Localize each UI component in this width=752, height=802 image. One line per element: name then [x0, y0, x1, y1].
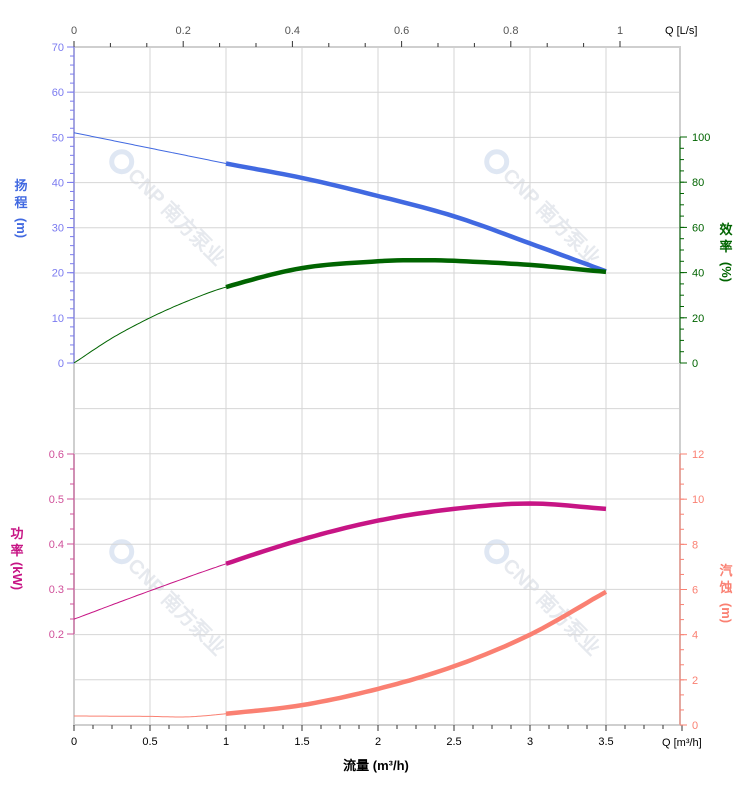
x-top-tick-label: 1 — [617, 25, 623, 37]
head-tick-label: 50 — [52, 132, 64, 144]
head-tick-label: 40 — [52, 177, 64, 189]
npsh-tick-label: 4 — [692, 630, 698, 642]
power-curve-extrapolated — [73, 563, 227, 620]
npsh-tick-label: 10 — [692, 494, 704, 506]
watermark-logo-icon — [109, 149, 135, 175]
watermark-logo: CNP 南方泵业 — [484, 149, 605, 270]
watermark-logo: CNP 南方泵业 — [484, 539, 605, 660]
efficiency-curve-operating — [225, 257, 607, 290]
power-tick-label: 0.3 — [49, 584, 64, 596]
watermark-logo: CNP 南方泵业 — [109, 149, 230, 270]
x-tick-label: 2.5 — [446, 736, 461, 748]
x-tick-label: 1 — [223, 736, 229, 748]
x-tick-label: 3 — [527, 736, 533, 748]
head-axis-title-char: 扬 — [14, 178, 27, 193]
curves — [73, 132, 608, 718]
npsh-tick-label: 0 — [692, 720, 698, 732]
npsh-tick-label: 8 — [692, 539, 698, 551]
power-tick-label: 0.5 — [49, 494, 64, 506]
x-tick-label: 3.5 — [598, 736, 613, 748]
npsh-tick-label: 6 — [692, 585, 698, 597]
power-axis-title-char: 功 — [10, 526, 23, 541]
head-tick-label: 20 — [52, 268, 64, 280]
efficiency-tick-label: 20 — [692, 313, 704, 325]
power-axis-title-char: 率 — [10, 543, 23, 558]
watermark-logo: CNP 南方泵业 — [109, 539, 230, 660]
head-tick-label: 30 — [52, 223, 64, 235]
x-unit-label: Q [m³/h] — [662, 737, 702, 749]
axis-labels: 流量 (m³/h) Q [m³/h] Q [L/s] 扬程(m) 效率(%)功率(… — [10, 25, 734, 773]
npsh-curve-extrapolated — [74, 713, 227, 718]
head-curve-operating — [225, 161, 607, 274]
watermark-text: CNP 南方泵业 — [123, 163, 230, 270]
efficiency-tick-label: 80 — [692, 177, 704, 189]
x-top-tick-label: 0.2 — [176, 25, 191, 37]
x-axis-title: 流量 (m³/h) — [343, 758, 409, 773]
x-top-tick-label: 0.8 — [503, 25, 518, 37]
watermark-text: CNP 南方泵业 — [498, 163, 605, 270]
x-tick-label: 0.5 — [142, 736, 157, 748]
efficiency-tick-label: 60 — [692, 222, 704, 234]
npsh-axis-title-char: 汽 — [719, 563, 732, 578]
x-top-tick-label: 0.6 — [394, 25, 409, 37]
power-axis-unit: (kW) — [10, 562, 25, 590]
head-tick-label: 10 — [52, 313, 64, 325]
head-tick-label: 0 — [58, 358, 64, 370]
head-tick-label: 70 — [52, 42, 64, 54]
x-tick-label: 0 — [71, 736, 77, 748]
efficiency-axis-title-char: 率 — [719, 239, 732, 254]
power-tick-label: 0.2 — [49, 629, 64, 641]
head-axis-title-char: 程 — [14, 195, 27, 210]
watermark-logo-icon — [484, 149, 510, 175]
plot-frame — [73, 46, 681, 726]
power-tick-label: 0.4 — [49, 539, 64, 551]
npsh-tick-label: 12 — [692, 449, 704, 461]
efficiency-curve-extrapolated — [73, 286, 227, 364]
npsh-curve-operating — [225, 589, 608, 716]
x-tick-label: 2 — [375, 736, 381, 748]
efficiency-axis-title-char: 效 — [719, 222, 733, 237]
grid — [73, 46, 681, 726]
power-curve-operating — [225, 501, 607, 566]
x-top-tick-label: 0.4 — [285, 25, 300, 37]
npsh-axis-title-char: 蚀 — [718, 580, 732, 595]
efficiency-axis-unit: (%) — [719, 262, 734, 282]
x-top-unit-label: Q [L/s] — [665, 25, 697, 37]
npsh-tick-label: 2 — [692, 675, 698, 687]
watermark-text: CNP 南方泵业 — [123, 553, 230, 660]
x-tick-label: 1.5 — [294, 736, 309, 748]
head-curve-extrapolated — [73, 132, 227, 164]
npsh-axis-unit: (m) — [719, 603, 734, 623]
efficiency-tick-label: 100 — [692, 132, 710, 144]
efficiency-tick-label: 40 — [692, 268, 704, 280]
head-axis-unit: (m) — [14, 218, 29, 238]
axes: 0 0.5 1 1.5 2 2.5 3 3.50 0.2 0.4 0.6 0.8 10102030405… — [49, 25, 711, 748]
head-tick-label: 60 — [52, 87, 64, 99]
efficiency-tick-label: 0 — [692, 358, 698, 370]
x-top-tick-label: 0 — [71, 25, 77, 37]
power-tick-label: 0.6 — [49, 449, 64, 461]
